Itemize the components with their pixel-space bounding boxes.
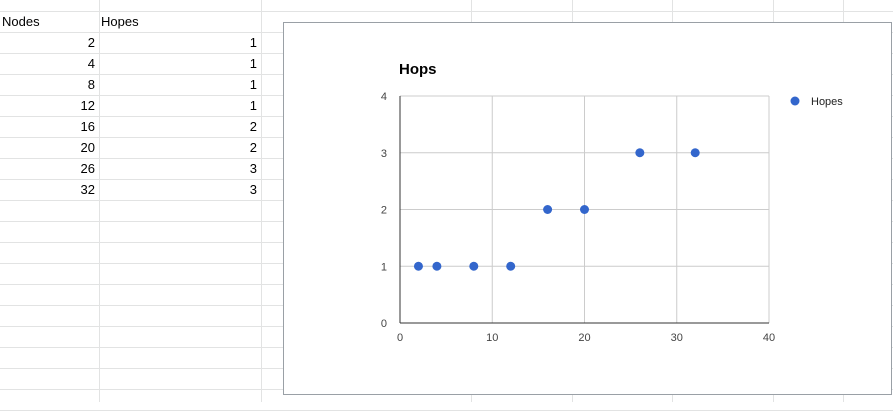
grid-column-line: [261, 0, 262, 402]
cell-hopes[interactable]: 1: [249, 56, 257, 71]
data-point: [543, 205, 553, 214]
x-tick-label: 40: [763, 332, 775, 344]
data-point: [469, 261, 479, 271]
legend-label: Hopes: [811, 96, 843, 108]
data-point: [432, 261, 442, 271]
cell-nodes[interactable]: 20: [80, 140, 95, 155]
cell-hopes[interactable]: 2: [249, 140, 257, 155]
chart-container[interactable]: 0 10 20 30 40 0 1 2 3 4 Hops Hopes: [283, 22, 892, 395]
cell-nodes[interactable]: 26: [80, 161, 95, 176]
header-cell-nodes[interactable]: Nodes: [2, 14, 40, 29]
y-tick-label: 0: [381, 318, 387, 330]
cell-hopes[interactable]: 3: [249, 161, 257, 176]
y-tick-label: 1: [381, 261, 387, 273]
data-point: [506, 261, 516, 271]
cell-hopes[interactable]: 2: [249, 119, 257, 134]
chart-title: Hops: [399, 61, 437, 78]
cell-hopes[interactable]: 1: [249, 35, 257, 50]
cell-hopes[interactable]: 1: [249, 98, 257, 113]
cell-nodes[interactable]: 12: [80, 98, 95, 113]
cell-nodes[interactable]: 4: [87, 56, 95, 71]
y-tick-label: 4: [381, 91, 387, 103]
data-point: [413, 261, 423, 271]
cell-nodes[interactable]: 16: [80, 119, 95, 134]
cell-hopes[interactable]: 1: [249, 77, 257, 92]
x-tick-label: 0: [397, 332, 403, 344]
data-point: [635, 148, 645, 158]
x-tick-label: 10: [486, 332, 498, 344]
x-tick-label: 20: [578, 332, 590, 344]
scatter-chart: 0 10 20 30 40 0 1 2 3 4 Hops Hopes: [381, 61, 843, 344]
data-point: [580, 205, 589, 214]
legend-marker: [790, 96, 800, 106]
header-cell-hopes[interactable]: Hopes: [101, 14, 139, 29]
y-tick-label: 3: [381, 148, 387, 160]
cell-nodes[interactable]: 2: [87, 35, 95, 50]
grid-row-line: [0, 409, 893, 411]
x-tick-label: 30: [671, 332, 683, 344]
cell-nodes[interactable]: 32: [80, 182, 95, 197]
cell-nodes[interactable]: 8: [87, 77, 95, 92]
data-point: [690, 148, 700, 158]
y-tick-label: 2: [381, 205, 387, 217]
cell-hopes[interactable]: 3: [249, 182, 257, 197]
grid-column-line: [99, 0, 100, 402]
grid-row-line: [0, 10, 893, 12]
